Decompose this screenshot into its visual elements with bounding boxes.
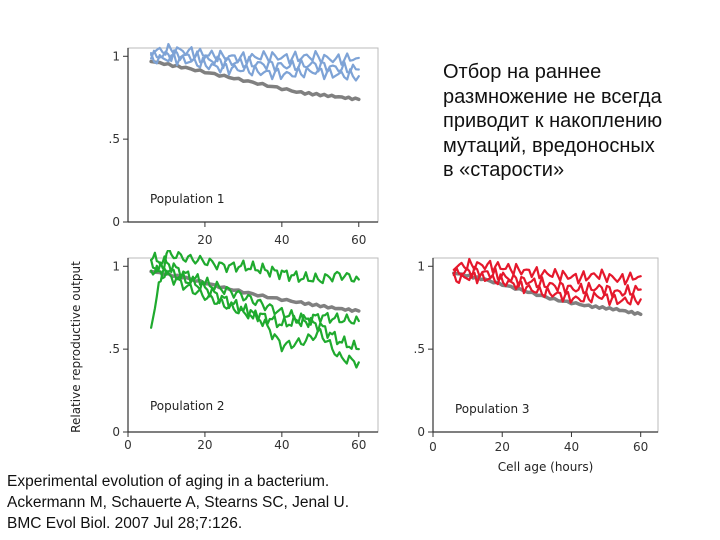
series-line-reference: [149, 59, 361, 102]
chart-population-1-svg: 0 .5 1 20 40 60 Population 1: [109, 42, 379, 247]
panel-label: Population 1: [150, 192, 225, 206]
x-tick-label: 20: [197, 438, 212, 452]
y-axis-title: Relative reproductive output: [69, 261, 83, 433]
chart-population-2-svg: 0 .5 1 0 20 40 60 Population 2: [109, 250, 379, 452]
x-tick-label: 40: [274, 438, 289, 452]
note-line: размножение не всегда: [443, 85, 662, 108]
y-tick-label: .5: [414, 342, 425, 356]
citation-line: Ackermann M, Schauerte A, Stearns SC, Je…: [7, 494, 350, 511]
y-tick-label: 0: [417, 425, 425, 439]
y-tick-label: .5: [109, 132, 120, 146]
series-line-3: [150, 258, 360, 369]
x-tick-label: 60: [351, 233, 366, 247]
y-tick-label: 1: [112, 259, 120, 273]
chart-population-1: 0 .5 1 20 40 60 Population 1: [100, 40, 385, 250]
series-line-1: [150, 250, 360, 329]
x-tick-label: 60: [633, 440, 648, 454]
x-tick-label: 20: [495, 440, 510, 454]
x-tick-label: 0: [124, 438, 132, 452]
series-line-2: [452, 265, 642, 298]
citation-line: Experimental evolution of aging in a bac…: [7, 473, 330, 490]
y-tick-label: 0: [112, 215, 120, 229]
russian-note: Отбор на раннее размножение не всегда пр…: [443, 60, 718, 183]
x-axis-title: Cell age (hours): [498, 460, 594, 474]
note-line: в «старости»: [443, 159, 565, 181]
chart-population-3-svg: 0 .5 1 0 20 40 60 Population 3 Cell age (hours): [414, 257, 659, 474]
panel-label: Population 2: [150, 399, 225, 413]
x-tick-label: 40: [564, 440, 579, 454]
y-tick-label: 1: [112, 49, 120, 63]
note-line: мутаций, вредоносных: [443, 134, 655, 157]
series-line-1: [452, 257, 642, 286]
x-tick-label: 40: [274, 233, 289, 247]
y-tick-label: .5: [109, 342, 120, 356]
citation: Experimental evolution of aging in a bac…: [7, 471, 427, 534]
series-line-3: [452, 271, 642, 306]
citation-line: BMC Evol Biol. 2007 Jul 28;7:126.: [7, 515, 243, 532]
x-tick-label: 20: [197, 233, 212, 247]
y-tick-label: 0: [112, 425, 120, 439]
panel-label: Population 3: [455, 402, 530, 416]
note-line: приводит к накоплению: [443, 110, 663, 132]
note-line: Отбор на раннее: [443, 61, 602, 83]
series-line-1: [150, 42, 360, 66]
chart-population-2: 0 .5 1 0 20 40 60 Population 2: [100, 250, 385, 455]
series-line-reference: [149, 269, 361, 313]
series-line-3: [150, 52, 360, 82]
y-axis-title-container: Relative reproductive output: [67, 250, 87, 445]
x-tick-label: 60: [351, 438, 366, 452]
x-tick-label: 0: [429, 440, 437, 454]
chart-population-3: 0 .5 1 0 20 40 60 Population 3 Cell age (hours): [405, 250, 670, 480]
series-line-4: [150, 264, 360, 329]
y-tick-label: 1: [417, 259, 425, 273]
